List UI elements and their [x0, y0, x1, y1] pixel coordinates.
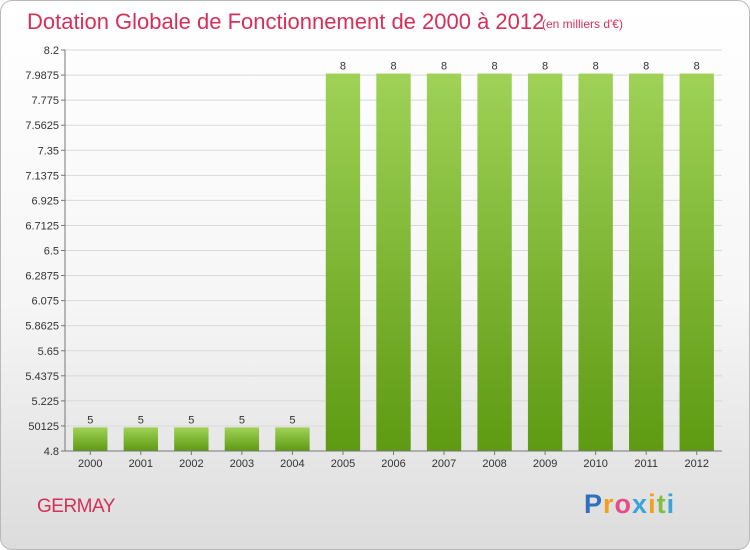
- data-label: 5: [289, 414, 295, 426]
- data-label: 8: [643, 61, 649, 73]
- proxiti-logo: Proxiti: [584, 489, 675, 520]
- data-label: 8: [340, 61, 346, 73]
- x-tick-label: 2005: [331, 458, 355, 470]
- unit-note: (en milliers d'€): [542, 17, 623, 31]
- bar: [679, 73, 714, 452]
- x-tick-label: 2000: [78, 458, 102, 470]
- x-tick-label: 2010: [583, 458, 607, 470]
- x-tick-label: 2008: [482, 458, 506, 470]
- y-tick-label: 5.65: [38, 346, 59, 358]
- y-tick-label: 6.075: [31, 296, 59, 308]
- y-axis: 4.8 50125 5.225 5.4375 5.65 5.8625 6.075 6.2875…: [25, 45, 66, 458]
- logo-letter: x: [632, 489, 649, 519]
- x-tick-label: 2002: [179, 458, 203, 470]
- bar: [527, 73, 563, 452]
- y-tick-label: 6.2875: [25, 271, 59, 283]
- y-tick-label: 6.925: [31, 195, 59, 207]
- x-axis: 2000 2001 2002 2003 2004 2005 2006 2007 2008 2009…: [65, 450, 722, 470]
- y-tick-label: 7.35: [38, 145, 59, 157]
- data-label: 8: [492, 61, 498, 73]
- y-tick-label: 5.8625: [25, 321, 59, 333]
- x-tick-label: 2011: [634, 458, 658, 470]
- bar: [325, 73, 361, 452]
- y-tick-label: 50125: [28, 421, 59, 433]
- data-label: 8: [390, 61, 396, 73]
- logo-letter: P: [584, 489, 604, 519]
- y-tick-label: 7.775: [31, 95, 59, 107]
- x-tick-label: 2009: [533, 458, 557, 470]
- bar: [477, 73, 512, 452]
- logo-letter: i: [666, 489, 676, 519]
- y-tick-label: 8.2: [44, 45, 59, 57]
- bars: 5 5 5 5 5 8 8 8 8 8 8 8 8: [73, 61, 714, 452]
- bar: [275, 427, 310, 451]
- y-tick-label: 7.1375: [25, 170, 59, 182]
- x-tick-label: 2012: [684, 458, 708, 470]
- data-label: 5: [87, 414, 93, 426]
- y-tick-label: 5.225: [31, 396, 59, 408]
- logo-letter: r: [603, 489, 615, 519]
- x-tick-label: 2004: [280, 458, 304, 470]
- logo-letter: i: [648, 489, 657, 519]
- data-label: 8: [542, 61, 548, 73]
- x-tick-label: 2007: [432, 458, 456, 470]
- bar: [426, 73, 462, 452]
- logo-letter: o: [614, 489, 633, 519]
- logo-letter: t: [656, 489, 667, 519]
- x-tick-label: 2001: [129, 458, 153, 470]
- data-label: 5: [239, 414, 245, 426]
- y-tick-label: 4.8: [44, 446, 59, 458]
- commune-name: GERMAY: [37, 496, 115, 517]
- y-tick-label: 7.9875: [25, 70, 59, 82]
- bar: [578, 73, 613, 452]
- data-label: 5: [188, 414, 194, 426]
- bar: [376, 73, 411, 452]
- y-tick-label: 6.5: [44, 246, 59, 258]
- data-label: 5: [138, 414, 144, 426]
- data-label: 8: [593, 61, 599, 73]
- x-tick-label: 2006: [381, 458, 405, 470]
- bar: [123, 427, 158, 451]
- bar: [174, 427, 209, 451]
- bar: [629, 73, 664, 452]
- y-tick-label: 6.7125: [25, 220, 59, 232]
- x-tick-label: 2003: [230, 458, 254, 470]
- y-tick-label: 7.5625: [25, 120, 59, 132]
- bar: [73, 427, 108, 451]
- chart-title: Dotation Globale de Fonctionnement de 20…: [27, 9, 545, 34]
- data-label: 8: [441, 61, 447, 73]
- bar: [224, 427, 260, 451]
- y-tick-label: 5.4375: [25, 371, 59, 383]
- data-label: 8: [694, 61, 700, 73]
